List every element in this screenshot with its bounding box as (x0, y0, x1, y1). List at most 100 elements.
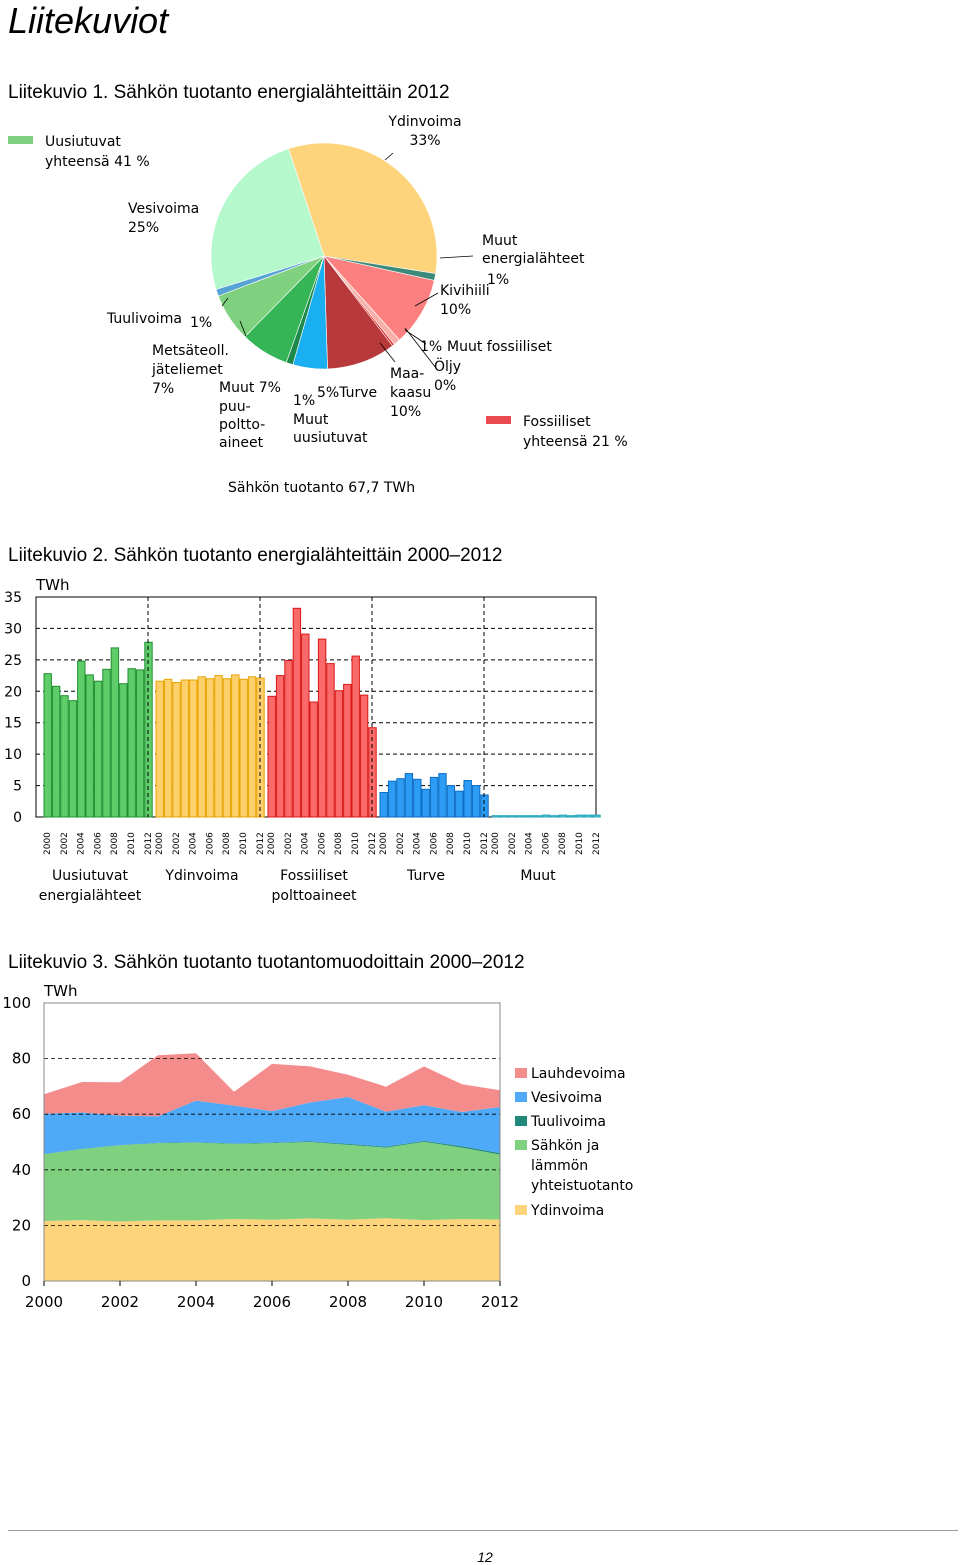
y-tick-label: 40 (12, 1161, 31, 1179)
pie-label-text: 1% (293, 393, 315, 409)
pie-label-text: 1% (487, 272, 509, 288)
y-tick-label: 0 (13, 810, 22, 826)
pie-leader-line (414, 292, 439, 307)
bar (334, 690, 344, 818)
y-tick-label: 15 (4, 716, 22, 732)
x-tick-label: 2004 (413, 832, 423, 855)
pie-label-text: Ydinvoima (387, 114, 461, 130)
pie-label-text: Muut (482, 233, 518, 249)
bar (455, 790, 464, 818)
pie-slice-label: 5%Turve (317, 385, 377, 401)
y-tick-label: 0 (21, 1272, 31, 1290)
x-tick-label: 2008 (446, 832, 456, 855)
pie-leader-line (384, 152, 394, 161)
area-series (44, 1053, 500, 1117)
x-tick-label: 2002 (284, 832, 294, 855)
x-tick-label: 2008 (334, 832, 344, 855)
pie-leader-line (221, 297, 229, 307)
bar (480, 794, 489, 818)
x-tick-label: 2000 (267, 832, 277, 855)
bar (471, 785, 481, 818)
x-tick-label: 2012 (480, 832, 490, 855)
x-tick-label: 2010 (405, 1293, 443, 1311)
bar (516, 815, 526, 818)
x-tick-label: 2008 (110, 832, 120, 855)
pie-slice-label: Muut energialähteet 1% (482, 233, 585, 288)
pie-slice-label: Muut 7% puu-poltto-aineet (219, 380, 281, 451)
bar (421, 788, 430, 818)
pie-label-text: Metsäteoll. (152, 343, 229, 359)
x-tick-label: 2002 (172, 832, 182, 855)
x-tick-label: 2010 (463, 832, 473, 855)
x-tick-label: 2004 (189, 832, 199, 855)
page-number: 12 (477, 1549, 493, 1565)
bar (463, 780, 472, 818)
pie-legend-entry: Uusiutuvat yhteensä 41 % (8, 134, 150, 170)
bar (379, 792, 388, 818)
bar (592, 814, 601, 818)
pie-label-text: Maa- (390, 366, 424, 382)
bar (267, 695, 276, 818)
pie-slice-label: Öljy 0% (434, 357, 461, 394)
legend-label: Fossiiliset (523, 414, 591, 430)
y-tick-label: 5 (13, 779, 22, 795)
legend-swatch (515, 1116, 527, 1126)
y-tick-label: 30 (4, 621, 22, 637)
bar (222, 678, 232, 818)
bar (60, 695, 69, 818)
group-label: Muut (520, 868, 556, 884)
pie-slice-label: 1% Muut fossiiliset (420, 339, 552, 355)
pie-label-text: Vesivoima (128, 201, 199, 217)
bar (275, 675, 285, 818)
bar (567, 815, 576, 818)
x-tick-label: 2010 (239, 832, 249, 855)
x-tick-label: 2008 (558, 832, 568, 855)
x-tick-label: 2012 (144, 832, 154, 855)
pie-label-text: 33% (409, 133, 440, 149)
bar (205, 678, 215, 818)
area-legend-entry: Tuulivoima (515, 1114, 606, 1130)
bar (110, 647, 120, 818)
pie-label-text: energialähteet (482, 251, 585, 267)
pie-label-text: 10% (440, 302, 471, 318)
bar (429, 776, 439, 818)
pie-leader-line (379, 342, 396, 363)
legend-swatch (8, 136, 33, 144)
x-tick-label: 2006 (429, 832, 439, 855)
x-tick-label: 2000 (43, 832, 53, 855)
bar (214, 675, 223, 818)
x-tick-label: 2006 (541, 832, 551, 855)
x-tick-label: 2002 (396, 832, 406, 855)
bar (541, 814, 551, 818)
pie-leader-line (239, 320, 247, 337)
pie-label-text: jäteliemet (151, 362, 223, 378)
pie-label-text: Kivihiili (440, 283, 490, 299)
legend-label: yhteistuotanto (531, 1178, 633, 1194)
x-tick-label: 2002 (101, 1293, 139, 1311)
legend-label: yhteensä 41 % (45, 154, 150, 170)
legend-label: Lauhdevoima (531, 1066, 626, 1082)
x-tick-label: 2010 (575, 832, 585, 855)
bar (119, 683, 128, 818)
group-label: Ydinvoima (164, 868, 238, 884)
pie-slice-label: Metsäteoll. jäteliemet 7% (151, 343, 229, 397)
y-tick-label: 20 (12, 1216, 31, 1234)
pie-slice-label: Tuulivoima 1% (106, 311, 212, 331)
pie-slice-label: Kivihiili 10% (440, 283, 490, 318)
legend-label: Ydinvoima (530, 1203, 604, 1219)
area-legend-entry: Ydinvoima (515, 1203, 604, 1219)
pie-label-text: 5%Turve (317, 385, 377, 401)
bar (43, 673, 52, 818)
area-legend-entry: Sähkön ja lämmön yhteistuotanto (515, 1138, 633, 1194)
x-tick-label: 2010 (127, 832, 137, 855)
legend-label: Tuulivoima (530, 1114, 606, 1130)
bar (85, 674, 94, 818)
group-label: Turve (406, 868, 445, 884)
bar (404, 773, 414, 818)
area-series (44, 1097, 500, 1154)
x-tick-label: 2012 (368, 832, 378, 855)
pie-slice-label: Vesivoima 25% (128, 201, 199, 236)
bar (93, 680, 103, 818)
bar (155, 680, 164, 818)
bar-chart: TWh 0 5 10 15 20 25 30 35 2000 2002 2004 2006 2008 201… (4, 576, 602, 904)
